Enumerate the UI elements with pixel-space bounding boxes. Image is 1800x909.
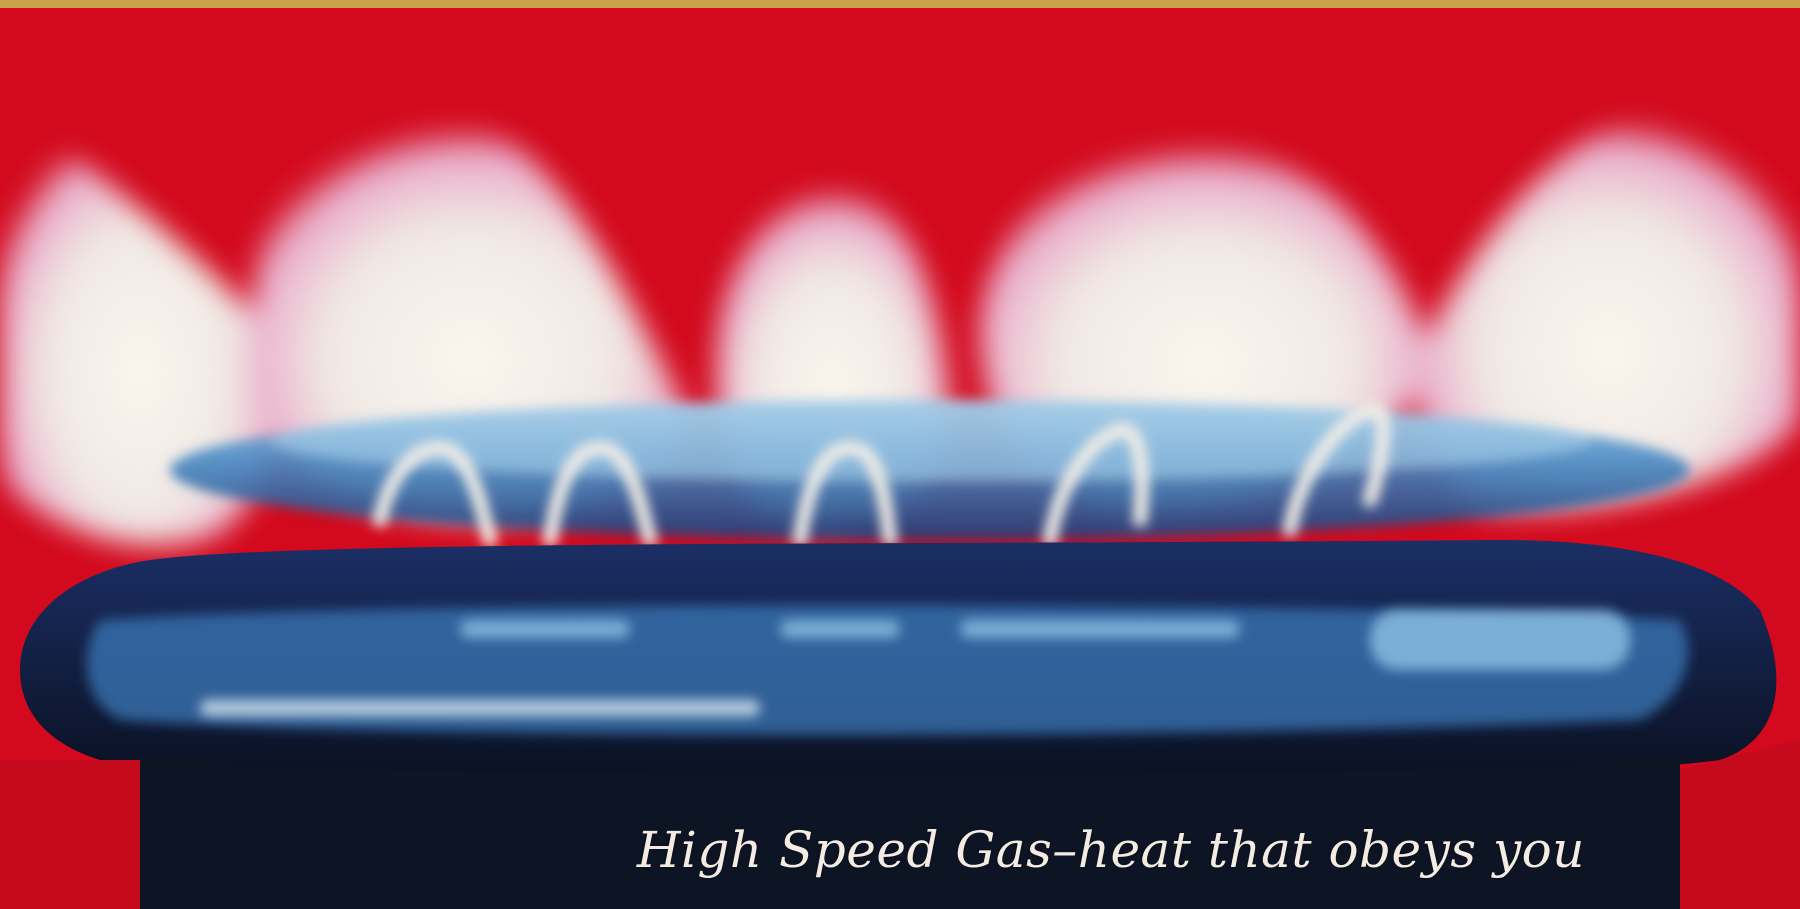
- burner-shadow: [140, 760, 1680, 909]
- top-edge-strip: [0, 0, 1800, 8]
- inner-flame-cones: [373, 402, 1391, 547]
- burner-ring: [20, 540, 1777, 784]
- lower-right-red: [1680, 740, 1800, 909]
- lower-left-red: [0, 760, 140, 909]
- ad-caption: High Speed Gas–heat that obeys you: [636, 821, 1585, 879]
